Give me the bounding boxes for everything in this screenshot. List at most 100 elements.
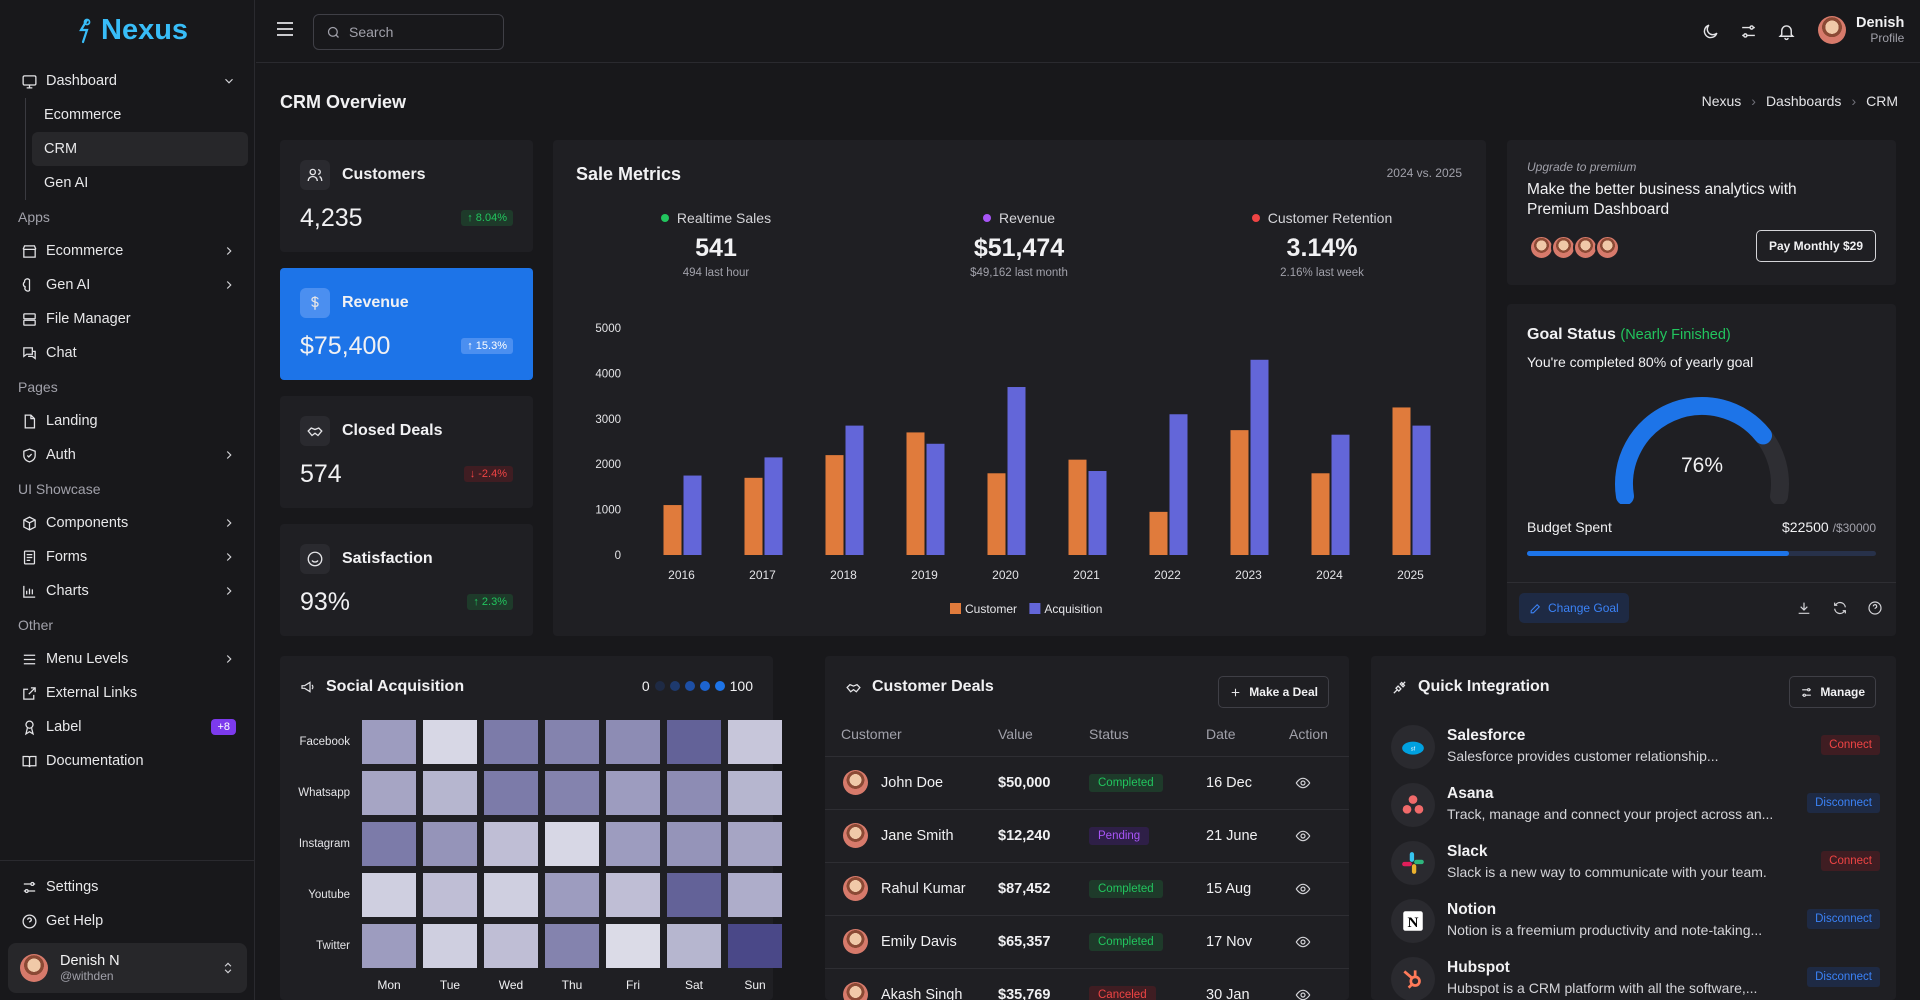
- bar-customer-2016[interactable]: [663, 505, 682, 555]
- heatmap-cell[interactable]: [423, 720, 477, 764]
- heatmap-cell[interactable]: [545, 873, 599, 917]
- sidebar-item-external-links[interactable]: External Links: [8, 676, 248, 710]
- sidebar-item-get-help[interactable]: Get Help: [8, 904, 248, 938]
- search-input[interactable]: Search: [313, 14, 504, 50]
- disconnect-button[interactable]: Disconnect: [1807, 909, 1880, 929]
- bar-customer-2025[interactable]: [1392, 407, 1411, 555]
- bar-acquisition-2019[interactable]: [926, 443, 945, 555]
- heatmap-cell[interactable]: [362, 720, 416, 764]
- sliders-icon[interactable]: [1739, 22, 1759, 42]
- legend-label[interactable]: Acquisition: [1044, 602, 1102, 616]
- bar-acquisition-2024[interactable]: [1331, 434, 1350, 555]
- heatmap-cell[interactable]: [545, 924, 599, 968]
- heatmap-cell[interactable]: [484, 822, 538, 866]
- hamburger-menu-icon[interactable]: [276, 21, 294, 37]
- eye-icon[interactable]: [1295, 881, 1313, 899]
- sidebar-item-gen-ai[interactable]: Gen AI: [8, 268, 248, 302]
- bar-customer-2023[interactable]: [1230, 430, 1249, 555]
- heatmap-cell[interactable]: [423, 822, 477, 866]
- sidebar-item-chat[interactable]: Chat: [8, 336, 248, 370]
- heatmap-cell[interactable]: [667, 822, 721, 866]
- heatmap-cell[interactable]: [423, 924, 477, 968]
- heatmap-cell[interactable]: [362, 822, 416, 866]
- bar-acquisition-2018[interactable]: [845, 425, 864, 555]
- table-row[interactable]: Emily Davis $65,357 Completed 17 Nov: [825, 915, 1349, 968]
- bar-customer-2017[interactable]: [744, 477, 763, 555]
- heatmap-cell[interactable]: [423, 771, 477, 815]
- sidebar-item-charts[interactable]: Charts: [8, 574, 248, 608]
- sidebar-subitem-gen-ai[interactable]: Gen AI: [44, 175, 89, 191]
- eye-icon[interactable]: [1295, 828, 1313, 846]
- change-goal-button[interactable]: Change Goal: [1519, 593, 1629, 623]
- bar-acquisition-2017[interactable]: [764, 457, 783, 555]
- bar-acquisition-2022[interactable]: [1169, 414, 1188, 555]
- table-row[interactable]: Rahul Kumar $87,452 Completed 15 Aug: [825, 862, 1349, 915]
- heatmap-cell[interactable]: [484, 924, 538, 968]
- heatmap-cell[interactable]: [545, 720, 599, 764]
- bar-acquisition-2023[interactable]: [1250, 359, 1269, 555]
- bar-customer-2024[interactable]: [1311, 473, 1330, 555]
- bar-customer-2018[interactable]: [825, 455, 844, 555]
- sidebar-item-forms[interactable]: Forms: [8, 540, 248, 574]
- table-row[interactable]: Jane Smith $12,240 Pending 21 June: [825, 809, 1349, 862]
- heatmap-cell[interactable]: [728, 822, 782, 866]
- sidebar-item-documentation[interactable]: Documentation: [8, 744, 248, 778]
- manage-integrations-button[interactable]: Manage: [1789, 676, 1876, 708]
- sidebar-subitem-ecommerce[interactable]: Ecommerce: [44, 107, 122, 123]
- heatmap-cell[interactable]: [423, 873, 477, 917]
- heatmap-cell[interactable]: [667, 720, 721, 764]
- heatmap-cell[interactable]: [606, 873, 660, 917]
- sidebar-item-file-manager[interactable]: File Manager: [8, 302, 248, 336]
- sidebar-user-card[interactable]: Denish N @withden: [8, 943, 247, 993]
- app-logo[interactable]: Nexus: [75, 14, 188, 47]
- pay-monthly-button[interactable]: Pay Monthly $29: [1755, 230, 1876, 262]
- bar-acquisition-2016[interactable]: [683, 475, 702, 555]
- heatmap-cell[interactable]: [484, 720, 538, 764]
- disconnect-button[interactable]: Disconnect: [1807, 967, 1880, 987]
- sidebar-item-menu-levels[interactable]: Menu Levels: [8, 642, 248, 676]
- heatmap-cell[interactable]: [484, 771, 538, 815]
- heatmap-cell[interactable]: [362, 873, 416, 917]
- heatmap-cell[interactable]: [667, 873, 721, 917]
- sidebar-item-ecommerce[interactable]: Ecommerce: [8, 234, 248, 268]
- legend-label[interactable]: Customer: [965, 602, 1017, 616]
- heatmap-cell[interactable]: [606, 720, 660, 764]
- sidebar-item-landing[interactable]: Landing: [8, 404, 248, 438]
- heatmap-cell[interactable]: [728, 720, 782, 764]
- bar-acquisition-2025[interactable]: [1412, 425, 1431, 555]
- moon-icon[interactable]: [1701, 22, 1721, 42]
- eye-icon[interactable]: [1295, 934, 1313, 952]
- bell-icon[interactable]: [1777, 22, 1797, 42]
- table-row[interactable]: John Doe $50,000 Completed 16 Dec: [825, 756, 1349, 809]
- breadcrumb-item[interactable]: Nexus: [1701, 93, 1742, 109]
- heatmap-cell[interactable]: [728, 873, 782, 917]
- bar-acquisition-2020[interactable]: [1007, 387, 1026, 555]
- sidebar-subitem-crm[interactable]: CRM: [32, 132, 248, 166]
- bar-customer-2022[interactable]: [1149, 511, 1168, 555]
- bar-customer-2020[interactable]: [987, 473, 1006, 555]
- connect-button[interactable]: Connect: [1821, 851, 1880, 871]
- bar-customer-2021[interactable]: [1068, 459, 1087, 555]
- download-icon[interactable]: [1796, 600, 1813, 617]
- help-circle-icon[interactable]: [1867, 600, 1884, 617]
- heatmap-cell[interactable]: [484, 873, 538, 917]
- sidebar-item-settings[interactable]: Settings: [8, 870, 248, 904]
- heatmap-cell[interactable]: [667, 771, 721, 815]
- sidebar-item-dashboard[interactable]: Dashboard: [8, 64, 248, 98]
- disconnect-button[interactable]: Disconnect: [1807, 793, 1880, 813]
- refresh-icon[interactable]: [1832, 600, 1849, 617]
- eye-icon[interactable]: [1295, 775, 1313, 793]
- profile-menu[interactable]: Denish Profile: [1818, 15, 1904, 45]
- heatmap-cell[interactable]: [728, 924, 782, 968]
- breadcrumb-item[interactable]: Dashboards: [1765, 93, 1842, 109]
- heatmap-cell[interactable]: [606, 822, 660, 866]
- heatmap-cell[interactable]: [362, 771, 416, 815]
- make-deal-button[interactable]: Make a Deal: [1218, 676, 1329, 708]
- eye-icon[interactable]: [1295, 987, 1313, 1000]
- bar-customer-2019[interactable]: [906, 432, 925, 555]
- heatmap-cell[interactable]: [362, 924, 416, 968]
- heatmap-cell[interactable]: [606, 771, 660, 815]
- table-row[interactable]: Akash Singh $35,769 Canceled 30 Jan: [825, 968, 1349, 1000]
- connect-button[interactable]: Connect: [1821, 735, 1880, 755]
- heatmap-cell[interactable]: [545, 771, 599, 815]
